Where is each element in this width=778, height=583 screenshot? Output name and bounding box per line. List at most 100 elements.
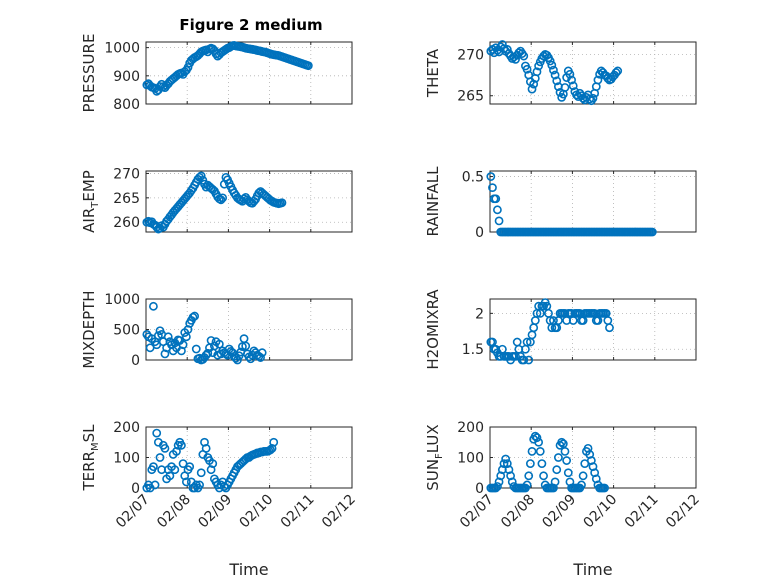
data-point [550, 477, 560, 487]
y-axis-label-tail: LUX [424, 424, 442, 453]
data-point [532, 433, 542, 443]
y-axis-label-subscript: M [90, 442, 101, 451]
x-axis-label: Time [228, 560, 268, 579]
data-point [593, 75, 603, 85]
data-point [534, 61, 544, 71]
data-point [519, 51, 529, 61]
axes-box [489, 298, 697, 361]
y-tick-label: 0 [131, 353, 140, 369]
data-point [216, 195, 226, 205]
data-point [522, 64, 532, 74]
y-tick-label: 1000 [104, 292, 140, 308]
data-point [522, 480, 532, 490]
data-point [177, 440, 186, 450]
data-point [214, 339, 224, 349]
y-tick-label: 100 [457, 451, 484, 467]
data-point [588, 93, 598, 103]
data-point [203, 348, 213, 358]
data-point [535, 446, 545, 456]
x-tick-label: 02/08 [498, 492, 538, 532]
data-point [534, 437, 544, 447]
data-point [522, 337, 532, 347]
x-tick-label: 02/11 [622, 492, 662, 532]
data-point [493, 482, 502, 491]
y-tick-label: 0 [131, 481, 140, 497]
data-point [600, 483, 609, 493]
figure-title: Figure 2 medium [179, 16, 322, 34]
data-point [201, 443, 211, 453]
data-point [560, 446, 570, 456]
y-axis-label-subscript: F [434, 453, 445, 459]
x-tick-label: 02/10 [581, 492, 621, 532]
x-tick-label: 02/11 [278, 492, 318, 532]
panel-sun-flux: 0 100 200 SUNFLUX 02/07 02/08 02/09 02/10 02/11 0… [424, 420, 703, 579]
data-point [152, 428, 162, 438]
data-point [209, 341, 219, 351]
y-axis-label: H2OMIXRA [424, 289, 442, 370]
data-point [149, 301, 158, 311]
plot-area [490, 299, 696, 360]
x-tick-label: 02/09 [195, 492, 235, 532]
x-tick-label: 02/07 [113, 492, 153, 532]
y-tick-label: 1000 [104, 41, 140, 57]
data-point [525, 459, 535, 468]
data-point [499, 459, 509, 468]
data-point [196, 171, 206, 181]
data-point [532, 67, 542, 77]
data-point [178, 340, 188, 350]
y-axis-label: THETA [424, 48, 442, 98]
y-tick-label: 800 [113, 97, 140, 113]
y-axis-label: TERRMSL [80, 424, 101, 492]
y-axis-label-main: THETA [424, 48, 442, 98]
data-point [550, 70, 560, 80]
data-point [181, 477, 191, 487]
data-point [537, 459, 547, 468]
panel-pressure: 800 900 1000 PRESSURE [80, 34, 353, 113]
x-tick-label: 02/10 [237, 492, 277, 532]
data-point [188, 312, 198, 322]
y-tick-label: 260 [113, 215, 140, 231]
y-axis-label-subscript: T [90, 201, 101, 209]
data-point [560, 83, 570, 92]
data-point [647, 227, 657, 237]
y-axis-label-main: AIR [80, 208, 98, 233]
data-point [549, 65, 558, 75]
x-tick-label: 02/07 [457, 492, 497, 532]
y-tick-label: 1.5 [462, 342, 484, 358]
data-point [155, 453, 165, 462]
data-point [568, 81, 578, 91]
data-point [196, 468, 206, 478]
y-tick-label: 0.5 [462, 170, 484, 186]
data-point [488, 183, 497, 193]
data-point [190, 311, 200, 321]
data-point [519, 355, 529, 365]
data-point [552, 76, 562, 86]
data-point [183, 62, 193, 72]
data-point [208, 459, 218, 468]
data-point [547, 60, 557, 70]
y-axis-label: MIXDEPTH [80, 290, 98, 368]
y-axis-label-main: PRESSURE [80, 34, 98, 113]
data-point [524, 471, 534, 481]
data-point [493, 205, 502, 215]
data-point [491, 194, 501, 204]
data-point [160, 443, 170, 453]
data-point [563, 468, 573, 478]
data-point [577, 480, 586, 490]
data-point [218, 193, 228, 203]
y-tick-label: 200 [113, 420, 140, 436]
data-point [269, 437, 279, 447]
data-point [303, 61, 313, 71]
x-tick-label: 02/09 [539, 492, 579, 532]
data-point [497, 40, 507, 49]
y-tick-label: 100 [113, 451, 140, 467]
plot-area [490, 171, 696, 232]
data-point [256, 353, 265, 362]
data-point [611, 68, 621, 77]
axes-box [145, 170, 353, 233]
y-tick-label: 270 [457, 47, 484, 63]
panel-mixdepth: 0 500 1000 MIXDEPTH [80, 290, 353, 369]
panel-h2o-mixing-ratio: 1.5 2 H2OMIXRA [424, 289, 697, 370]
data-point [277, 198, 287, 208]
